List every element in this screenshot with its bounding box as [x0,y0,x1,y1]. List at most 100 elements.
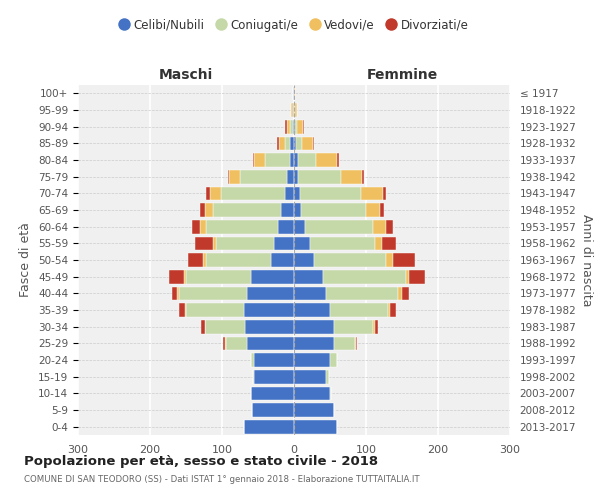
Bar [284,136,290,150]
Y-axis label: Anni di nascita: Anni di nascita [580,214,593,306]
Bar [205,203,212,217]
Bar [337,153,338,167]
Bar [313,136,314,150]
Bar [298,170,341,183]
Bar [355,336,356,350]
Bar [302,120,304,134]
Bar [240,170,287,183]
Bar [326,286,398,300]
Bar [254,370,294,384]
Bar [380,203,384,217]
Bar [286,120,287,134]
Bar [291,103,293,117]
Bar [287,170,294,183]
Bar [253,153,254,167]
Bar [298,153,316,167]
Bar [188,253,203,267]
Bar [294,403,334,417]
Bar [203,253,206,267]
Bar [305,220,373,234]
Bar [294,86,295,100]
Bar [281,203,294,217]
Bar [226,336,247,350]
Legend: Celibi/Nubili, Coniugati/e, Vedovi/e, Divorziati/e: Celibi/Nubili, Coniugati/e, Vedovi/e, Di… [115,14,473,36]
Bar [179,303,185,317]
Bar [386,220,394,234]
Bar [374,236,382,250]
Bar [287,120,290,134]
Bar [294,320,334,334]
Bar [294,270,323,283]
Bar [253,370,254,384]
Bar [310,236,374,250]
Bar [206,220,278,234]
Bar [294,236,310,250]
Bar [382,236,396,250]
Bar [169,270,184,283]
Bar [178,286,179,300]
Bar [341,170,362,183]
Bar [295,103,297,117]
Bar [294,153,298,167]
Bar [334,336,355,350]
Bar [225,336,226,350]
Bar [300,186,361,200]
Bar [398,286,402,300]
Bar [294,303,330,317]
Bar [247,286,294,300]
Bar [296,136,302,150]
Bar [394,253,415,267]
Bar [326,370,329,384]
Bar [274,236,294,250]
Bar [330,386,331,400]
Bar [252,403,294,417]
Bar [297,120,302,134]
Bar [221,186,286,200]
Bar [294,103,295,117]
Bar [294,336,334,350]
Bar [247,336,294,350]
Bar [251,386,294,400]
Bar [216,236,274,250]
Bar [290,136,294,150]
Bar [277,136,279,150]
Bar [251,353,254,367]
Y-axis label: Fasce di età: Fasce di età [19,222,32,298]
Text: Femmine: Femmine [367,68,437,82]
Bar [200,203,205,217]
Bar [373,220,386,234]
Bar [293,120,294,134]
Bar [294,253,314,267]
Bar [293,103,294,117]
Bar [383,186,386,200]
Bar [316,153,337,167]
Bar [374,320,378,334]
Bar [334,320,373,334]
Bar [279,136,284,150]
Bar [293,86,294,100]
Bar [294,136,296,150]
Bar [186,270,251,283]
Bar [244,420,294,434]
Bar [294,286,326,300]
Bar [185,303,186,317]
Bar [200,220,206,234]
Bar [194,236,212,250]
Bar [406,270,409,283]
Bar [251,270,294,283]
Bar [278,220,294,234]
Bar [301,203,366,217]
Bar [254,353,294,367]
Bar [265,153,290,167]
Text: Maschi: Maschi [159,68,213,82]
Bar [294,203,301,217]
Bar [228,170,229,183]
Bar [323,270,406,283]
Bar [201,320,205,334]
Bar [402,286,409,300]
Bar [294,420,337,434]
Bar [192,220,200,234]
Bar [314,253,386,267]
Bar [294,386,330,400]
Bar [290,153,294,167]
